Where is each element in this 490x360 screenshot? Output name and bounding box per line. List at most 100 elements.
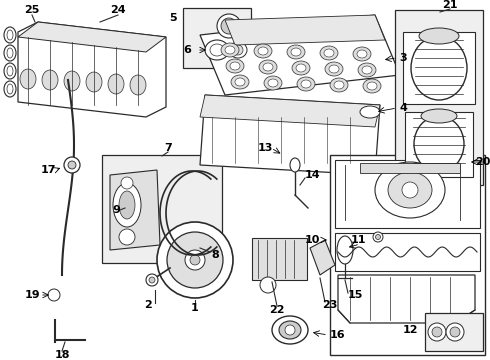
Text: 8: 8 (211, 250, 219, 260)
Ellipse shape (357, 50, 367, 58)
Polygon shape (110, 170, 160, 250)
Text: 19: 19 (24, 290, 40, 300)
Bar (335, 160, 480, 228)
Text: 4: 4 (399, 103, 407, 113)
Text: 16: 16 (330, 330, 345, 340)
Ellipse shape (285, 325, 295, 335)
Ellipse shape (324, 49, 334, 57)
Ellipse shape (363, 79, 381, 93)
Ellipse shape (330, 78, 348, 92)
Ellipse shape (190, 255, 200, 265)
Ellipse shape (414, 116, 464, 172)
Ellipse shape (259, 60, 277, 74)
Ellipse shape (358, 63, 376, 77)
Ellipse shape (260, 277, 276, 293)
Ellipse shape (290, 158, 300, 172)
Text: 7: 7 (164, 143, 172, 153)
Ellipse shape (373, 232, 383, 242)
Ellipse shape (167, 232, 223, 288)
Bar (395, 10, 483, 185)
Ellipse shape (235, 78, 245, 86)
Ellipse shape (360, 106, 380, 118)
Ellipse shape (119, 191, 135, 219)
Ellipse shape (4, 81, 16, 97)
Bar (405, 112, 473, 177)
Ellipse shape (42, 70, 58, 90)
Ellipse shape (205, 40, 229, 60)
Ellipse shape (272, 316, 308, 344)
Ellipse shape (229, 42, 247, 58)
Ellipse shape (230, 62, 240, 70)
Text: 23: 23 (322, 300, 338, 310)
Bar (252, 238, 307, 280)
Ellipse shape (421, 109, 457, 123)
Ellipse shape (258, 47, 268, 55)
Ellipse shape (297, 77, 315, 91)
Ellipse shape (221, 18, 237, 34)
Ellipse shape (146, 274, 158, 286)
Polygon shape (338, 275, 475, 323)
Ellipse shape (375, 234, 381, 239)
Ellipse shape (291, 48, 301, 56)
Ellipse shape (86, 72, 102, 92)
Bar (102, 155, 222, 263)
Ellipse shape (121, 177, 133, 189)
Text: 13: 13 (257, 143, 273, 153)
Text: 24: 24 (110, 5, 126, 15)
Ellipse shape (287, 45, 305, 59)
Text: 5: 5 (170, 13, 177, 23)
Text: 9: 9 (112, 205, 120, 215)
Ellipse shape (402, 182, 418, 198)
Ellipse shape (48, 289, 60, 301)
Polygon shape (200, 95, 380, 175)
Ellipse shape (7, 66, 13, 76)
Ellipse shape (301, 80, 311, 88)
Ellipse shape (411, 36, 467, 100)
Ellipse shape (320, 46, 338, 60)
Polygon shape (18, 22, 166, 117)
Bar (335, 233, 480, 271)
Ellipse shape (362, 66, 372, 74)
Ellipse shape (185, 250, 205, 270)
Ellipse shape (7, 84, 13, 94)
Ellipse shape (264, 76, 282, 90)
Text: 12: 12 (402, 325, 418, 335)
Ellipse shape (157, 222, 233, 298)
Ellipse shape (217, 14, 241, 38)
Text: 2: 2 (144, 300, 152, 310)
Ellipse shape (210, 44, 224, 56)
Text: 1: 1 (191, 303, 199, 313)
Ellipse shape (334, 81, 344, 89)
Ellipse shape (367, 82, 377, 90)
Ellipse shape (113, 183, 141, 227)
Ellipse shape (353, 47, 371, 61)
Text: 3: 3 (399, 53, 407, 63)
Ellipse shape (4, 45, 16, 61)
Ellipse shape (325, 62, 343, 76)
Ellipse shape (64, 71, 80, 91)
Ellipse shape (450, 327, 460, 337)
Ellipse shape (329, 65, 339, 73)
Bar (330, 155, 485, 355)
Ellipse shape (233, 45, 243, 55)
Bar (425, 313, 483, 351)
Bar (403, 32, 475, 104)
Text: 18: 18 (54, 350, 70, 360)
Polygon shape (18, 22, 166, 52)
Text: 17: 17 (40, 165, 56, 175)
Polygon shape (310, 240, 335, 275)
Ellipse shape (64, 157, 80, 173)
Ellipse shape (4, 27, 16, 43)
Text: 10: 10 (305, 235, 320, 245)
Bar (360, 163, 460, 173)
Ellipse shape (375, 162, 445, 218)
Ellipse shape (428, 323, 446, 341)
Ellipse shape (226, 59, 244, 73)
Ellipse shape (231, 75, 249, 89)
Ellipse shape (7, 48, 13, 58)
Text: 22: 22 (269, 305, 285, 315)
Bar (183, 8, 251, 68)
Ellipse shape (263, 63, 273, 71)
Ellipse shape (432, 327, 442, 337)
Ellipse shape (446, 323, 464, 341)
